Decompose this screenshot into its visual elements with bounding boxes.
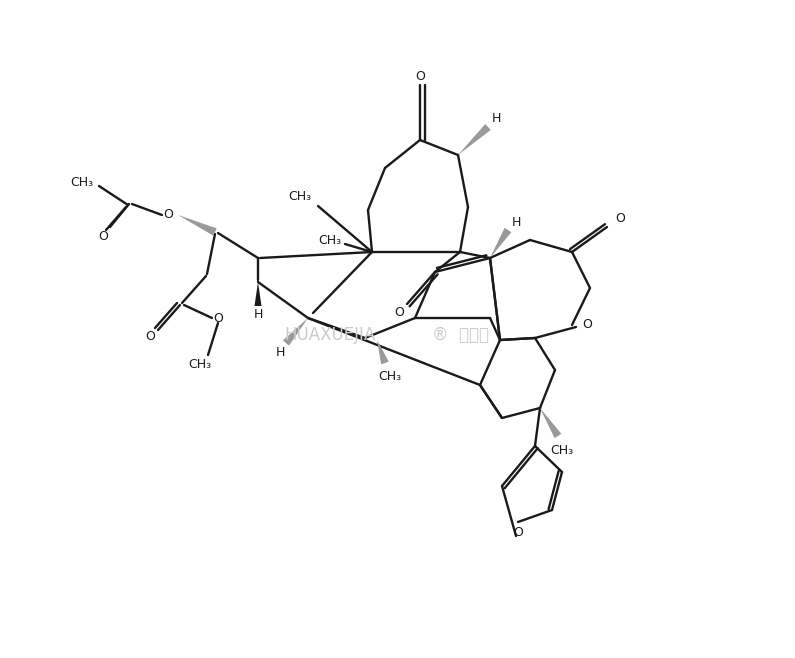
Text: CH₃: CH₃	[550, 443, 573, 457]
Text: H: H	[275, 347, 285, 359]
Text: O: O	[582, 318, 591, 332]
Text: O: O	[513, 526, 523, 538]
Text: CH₃: CH₃	[188, 357, 211, 370]
Text: O: O	[98, 230, 108, 243]
Text: O: O	[615, 213, 625, 226]
Text: O: O	[394, 305, 404, 318]
Polygon shape	[490, 228, 511, 258]
Text: O: O	[213, 311, 223, 324]
Polygon shape	[283, 318, 308, 345]
Text: CH₃: CH₃	[289, 190, 312, 203]
Text: O: O	[163, 207, 173, 220]
Text: ®  化学加: ® 化学加	[432, 326, 488, 344]
Polygon shape	[540, 408, 561, 438]
Polygon shape	[458, 124, 491, 155]
Polygon shape	[377, 340, 389, 365]
Text: H: H	[491, 113, 501, 126]
Text: CH₃: CH₃	[71, 176, 94, 188]
Text: HUAXUEJIA: HUAXUEJIA	[285, 326, 375, 344]
Text: CH₃: CH₃	[319, 234, 342, 247]
Text: H: H	[511, 216, 521, 228]
Text: O: O	[145, 330, 155, 343]
Text: H: H	[254, 307, 262, 320]
Text: CH₃: CH₃	[378, 370, 401, 382]
Polygon shape	[178, 215, 217, 236]
Polygon shape	[254, 282, 262, 306]
Text: O: O	[415, 70, 425, 84]
